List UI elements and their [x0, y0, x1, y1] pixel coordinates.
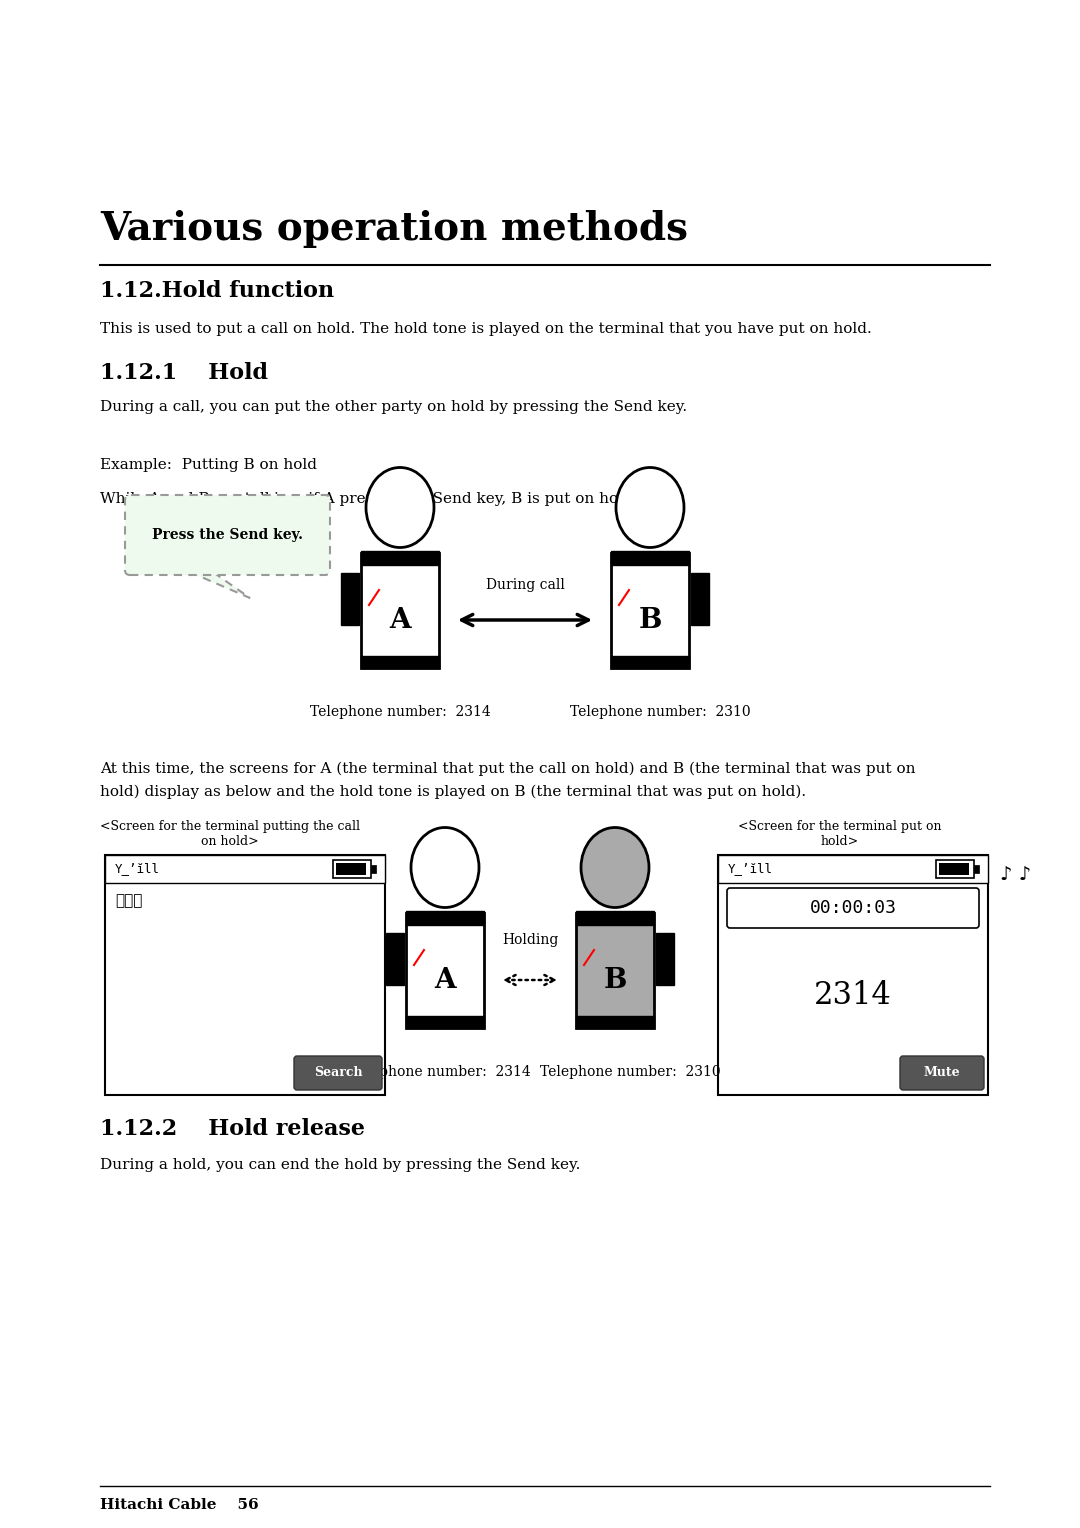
FancyBboxPatch shape	[336, 863, 366, 876]
Text: 1.12.2    Hold release: 1.12.2 Hold release	[100, 1118, 365, 1140]
Text: This is used to put a call on hold. The hold tone is played on the terminal that: This is used to put a call on hold. The …	[100, 322, 872, 336]
FancyBboxPatch shape	[372, 865, 376, 872]
Text: Search: Search	[313, 1067, 362, 1079]
Text: Example:  Putting B on hold: Example: Putting B on hold	[100, 458, 318, 472]
Text: During a call, you can put the other party on hold by pressing the Send key.: During a call, you can put the other par…	[100, 400, 687, 414]
Text: During call: During call	[486, 578, 565, 591]
Text: Mute: Mute	[923, 1067, 960, 1079]
Text: 1.12.1    Hold: 1.12.1 Hold	[100, 362, 268, 384]
Text: Various operation methods: Various operation methods	[100, 209, 688, 248]
Text: While A and B are talking, if A presses the Send key, B is put on hold.: While A and B are talking, if A presses …	[100, 492, 637, 506]
FancyBboxPatch shape	[939, 863, 969, 876]
Text: B: B	[638, 607, 662, 634]
Ellipse shape	[411, 828, 480, 908]
FancyBboxPatch shape	[341, 573, 359, 625]
FancyBboxPatch shape	[333, 860, 372, 879]
FancyBboxPatch shape	[406, 911, 484, 924]
FancyBboxPatch shape	[361, 550, 438, 564]
Text: A: A	[434, 967, 456, 993]
Ellipse shape	[366, 468, 434, 547]
FancyBboxPatch shape	[900, 1056, 984, 1089]
FancyBboxPatch shape	[105, 856, 384, 883]
FancyBboxPatch shape	[718, 856, 988, 883]
Ellipse shape	[616, 468, 684, 547]
Text: B: B	[604, 967, 626, 993]
Text: Telephone number:  2314: Telephone number: 2314	[350, 1065, 530, 1079]
FancyBboxPatch shape	[691, 573, 708, 625]
FancyBboxPatch shape	[611, 550, 689, 564]
Text: Press the Send key.: Press the Send key.	[152, 529, 303, 542]
Polygon shape	[185, 570, 249, 597]
Ellipse shape	[581, 828, 649, 908]
Text: During a hold, you can end the hold by pressing the Send key.: During a hold, you can end the hold by p…	[100, 1158, 580, 1172]
FancyBboxPatch shape	[576, 1016, 654, 1027]
FancyBboxPatch shape	[125, 495, 330, 575]
FancyBboxPatch shape	[361, 656, 438, 668]
Text: Telephone number:  2310: Telephone number: 2310	[540, 1065, 720, 1079]
Text: 1.12.Hold function: 1.12.Hold function	[100, 280, 334, 303]
Text: A: A	[389, 607, 410, 634]
FancyBboxPatch shape	[611, 553, 689, 668]
Text: 2314: 2314	[814, 979, 892, 1010]
FancyBboxPatch shape	[576, 912, 654, 1027]
FancyBboxPatch shape	[406, 912, 484, 1027]
FancyBboxPatch shape	[611, 656, 689, 668]
Text: <Screen for the terminal put on
hold>: <Screen for the terminal put on hold>	[739, 821, 942, 848]
FancyBboxPatch shape	[105, 856, 384, 1096]
Text: ♪ ♪: ♪ ♪	[1000, 865, 1031, 885]
FancyBboxPatch shape	[386, 934, 404, 986]
FancyBboxPatch shape	[727, 888, 978, 927]
Text: Y̲’ĭll: Y̲’ĭll	[728, 862, 773, 876]
FancyBboxPatch shape	[718, 856, 988, 1096]
FancyBboxPatch shape	[936, 860, 974, 879]
Text: Telephone number:  2314: Telephone number: 2314	[310, 704, 490, 720]
Text: hold) display as below and the hold tone is played on B (the terminal that was p: hold) display as below and the hold tone…	[100, 785, 806, 799]
FancyBboxPatch shape	[294, 1056, 382, 1089]
Text: 《保留: 《保留	[114, 892, 143, 908]
FancyBboxPatch shape	[406, 1016, 484, 1027]
FancyBboxPatch shape	[576, 911, 654, 924]
FancyBboxPatch shape	[656, 934, 674, 986]
Text: Hitachi Cable    56: Hitachi Cable 56	[100, 1497, 258, 1513]
Text: Y̲’ĭll: Y̲’ĭll	[114, 862, 160, 876]
Text: <Screen for the terminal putting the call
on hold>: <Screen for the terminal putting the cal…	[100, 821, 360, 848]
Text: Telephone number:  2310: Telephone number: 2310	[569, 704, 751, 720]
Text: Holding: Holding	[502, 934, 558, 947]
FancyBboxPatch shape	[361, 553, 438, 668]
FancyBboxPatch shape	[974, 865, 978, 872]
Text: At this time, the screens for A (the terminal that put the call on hold) and B (: At this time, the screens for A (the ter…	[100, 762, 916, 776]
Text: 00:00:03: 00:00:03	[810, 898, 896, 917]
